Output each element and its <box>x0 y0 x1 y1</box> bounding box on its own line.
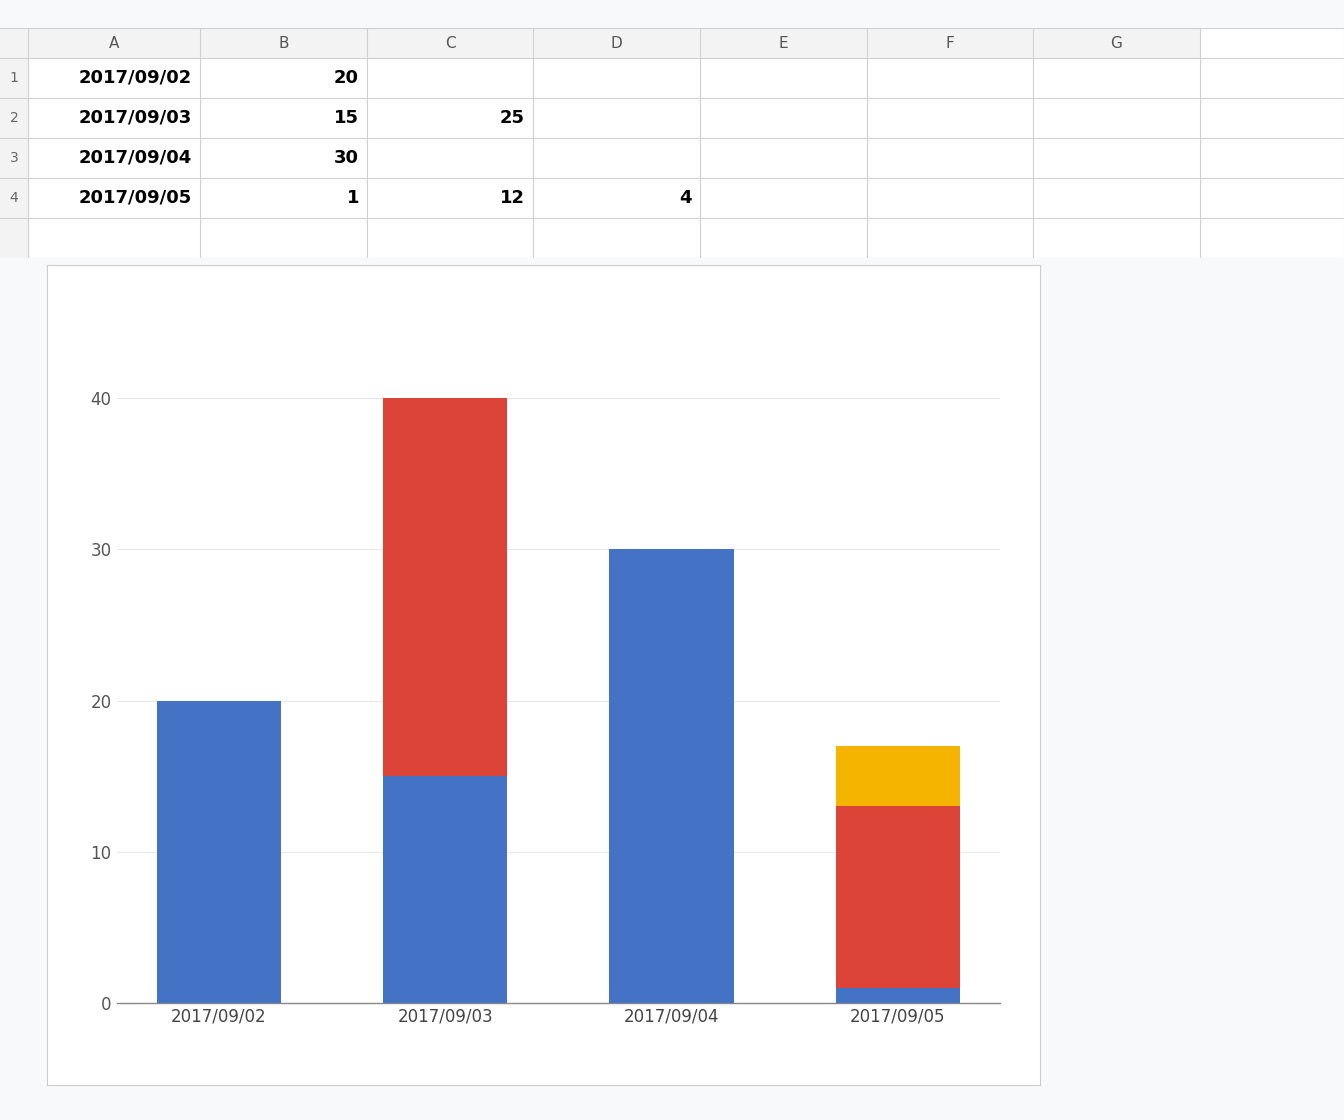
Bar <box>867 28 1034 58</box>
Bar <box>200 28 367 58</box>
Text: 3: 3 <box>9 151 19 165</box>
Bar <box>0 58 28 99</box>
Bar <box>609 549 734 1004</box>
Bar <box>700 28 867 58</box>
Text: E: E <box>778 36 789 50</box>
Bar <box>0 28 28 58</box>
Text: 25: 25 <box>500 109 526 127</box>
Text: 1: 1 <box>347 189 359 207</box>
Bar <box>0 218 28 258</box>
Text: 4: 4 <box>680 189 692 207</box>
Text: 2: 2 <box>9 111 19 125</box>
Text: 2017/09/02: 2017/09/02 <box>79 69 192 87</box>
Text: G: G <box>1110 36 1122 50</box>
Bar <box>383 398 508 776</box>
Text: 15: 15 <box>335 109 359 127</box>
Text: B: B <box>278 36 289 50</box>
Bar <box>157 700 281 1004</box>
Bar <box>0 99 28 138</box>
Bar <box>1034 28 1200 58</box>
Text: 20: 20 <box>335 69 359 87</box>
Text: 2017/09/03: 2017/09/03 <box>79 109 192 127</box>
Text: 2017/09/05: 2017/09/05 <box>79 189 192 207</box>
Text: 12: 12 <box>500 189 526 207</box>
Text: 2017/09/04: 2017/09/04 <box>79 149 192 167</box>
Text: 4: 4 <box>9 192 19 205</box>
Bar <box>0 138 28 178</box>
Bar <box>383 776 508 1004</box>
Bar <box>836 806 960 988</box>
Bar <box>836 746 960 806</box>
Text: 1: 1 <box>9 71 19 85</box>
Bar <box>534 28 700 58</box>
Bar <box>0 178 28 218</box>
Text: D: D <box>610 36 622 50</box>
Text: A: A <box>109 36 120 50</box>
Bar <box>28 28 200 58</box>
Text: F: F <box>946 36 954 50</box>
Text: 30: 30 <box>335 149 359 167</box>
Bar <box>836 988 960 1004</box>
Bar <box>367 28 534 58</box>
Text: C: C <box>445 36 456 50</box>
